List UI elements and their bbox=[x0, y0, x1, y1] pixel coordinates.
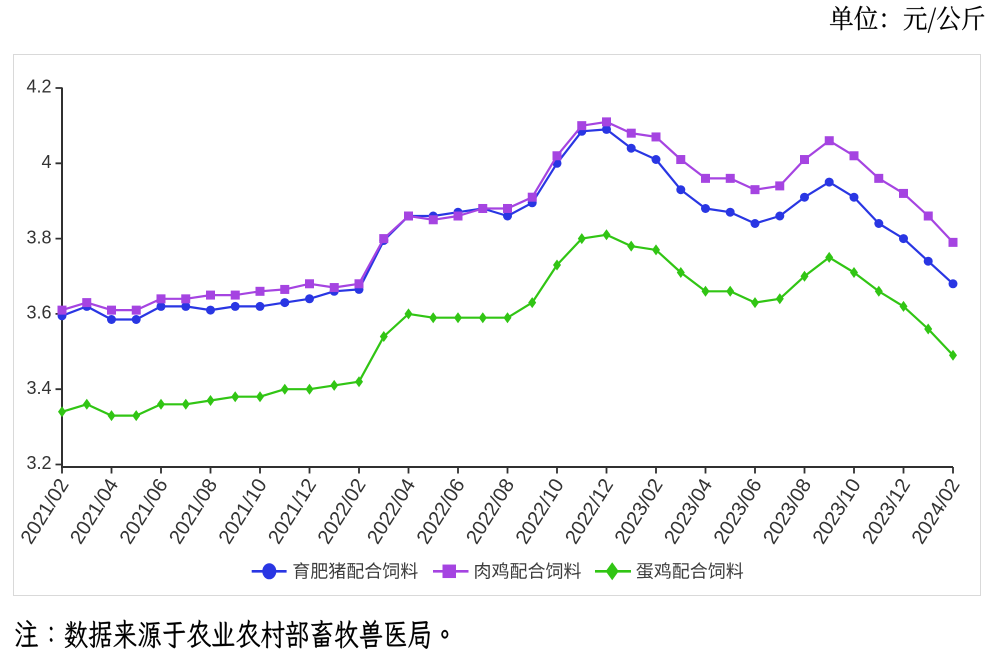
svg-text:3.2: 3.2 bbox=[26, 453, 51, 473]
svg-text:4: 4 bbox=[41, 152, 51, 172]
svg-text:4.2: 4.2 bbox=[26, 77, 51, 97]
svg-text:3.6: 3.6 bbox=[26, 303, 51, 323]
svg-text:3.8: 3.8 bbox=[26, 227, 51, 247]
svg-text:3.4: 3.4 bbox=[26, 378, 51, 398]
